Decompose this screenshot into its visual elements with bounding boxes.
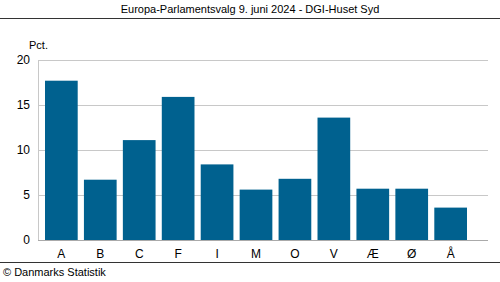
x-tick: Æ: [367, 240, 379, 261]
y-axis-line: [38, 61, 39, 241]
x-tick: A: [57, 240, 65, 261]
x-tick: Å: [447, 240, 455, 261]
y-tick: 5: [23, 188, 38, 202]
x-axis-line: [38, 240, 488, 241]
y-axis: 0 5 10 15 20: [17, 53, 39, 247]
x-tick-label: O: [290, 247, 299, 261]
x-tick-label: I: [215, 247, 218, 261]
grid: [38, 61, 488, 241]
x-tick: B: [96, 240, 104, 261]
x-tick: V: [330, 240, 338, 261]
source: © Danmarks Statistik: [3, 266, 106, 278]
footer-rule: [0, 262, 500, 263]
x-tick: M: [251, 240, 261, 261]
chart: Europa-Parlamentsvalg 9. juni 2024 - DGI…: [0, 0, 500, 282]
bar: [84, 180, 117, 240]
bar: [318, 118, 351, 240]
grid-line: [38, 105, 488, 106]
x-tick-label: C: [135, 247, 144, 261]
title: Europa-Parlamentsvalg 9. juni 2024 - DGI…: [121, 3, 380, 15]
grid-line: [38, 240, 488, 241]
y-tick: 20: [17, 53, 38, 67]
x-tick: Ø: [407, 240, 416, 261]
x-tick-label: A: [57, 247, 65, 261]
y-tick-label: 20: [17, 53, 31, 67]
y-tick: 10: [17, 143, 38, 157]
grid-line: [38, 150, 488, 151]
y-tick-label: 10: [17, 143, 31, 157]
bar: [162, 97, 195, 240]
x-tick: O: [290, 240, 299, 261]
grid-line: [38, 60, 488, 61]
bar: [123, 140, 156, 240]
y-tick-label: 0: [23, 233, 30, 247]
x-tick-label: V: [330, 247, 338, 261]
x-axis: ABCFIMOVÆØÅ: [38, 240, 488, 261]
x-tick: I: [215, 240, 218, 261]
x-tick: F: [174, 240, 181, 261]
bar: [434, 208, 467, 240]
bar: [395, 189, 428, 240]
y-axis-title: Pct.: [29, 39, 48, 51]
x-tick-label: Å: [447, 246, 455, 261]
y-tick: 15: [17, 98, 38, 112]
x-tick-label: F: [174, 247, 181, 261]
x-tick-label: Ø: [407, 247, 416, 261]
bar: [356, 189, 389, 240]
y-tick-label: 5: [23, 188, 30, 202]
y-tick: 0: [23, 233, 38, 247]
bar: [201, 164, 234, 240]
y-tick-label: 15: [17, 98, 31, 112]
x-tick-label: Æ: [367, 247, 379, 261]
x-tick-label: M: [251, 247, 261, 261]
x-tick-label: B: [96, 247, 104, 261]
bar: [279, 179, 312, 240]
bar: [45, 81, 78, 240]
bars: [45, 81, 467, 240]
bar: [240, 190, 273, 240]
x-tick: C: [135, 240, 144, 261]
header-rule: [0, 18, 500, 19]
